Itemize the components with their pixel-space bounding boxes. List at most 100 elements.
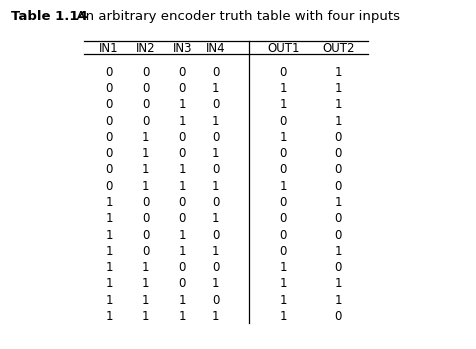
Text: 1: 1: [178, 245, 186, 258]
Text: 1: 1: [178, 180, 186, 193]
Text: 0: 0: [334, 310, 341, 323]
Text: 1: 1: [178, 310, 186, 323]
Text: 0: 0: [279, 196, 287, 209]
Text: 1: 1: [142, 180, 149, 193]
Text: 1: 1: [105, 245, 113, 258]
Text: 1: 1: [334, 82, 341, 95]
Text: 0: 0: [142, 66, 149, 79]
Text: 1: 1: [105, 277, 113, 290]
Text: OUT1: OUT1: [267, 42, 299, 55]
Text: 1: 1: [334, 277, 341, 290]
Text: 0: 0: [142, 212, 149, 225]
Text: 0: 0: [279, 66, 287, 79]
Text: 1: 1: [142, 310, 149, 323]
Text: 0: 0: [334, 163, 341, 177]
Text: 1: 1: [212, 245, 219, 258]
Text: 1: 1: [105, 310, 113, 323]
Text: 0: 0: [334, 261, 341, 274]
Text: 0: 0: [105, 180, 112, 193]
Text: 1: 1: [279, 261, 287, 274]
Text: 0: 0: [142, 196, 149, 209]
Text: 1: 1: [279, 310, 287, 323]
Text: 1: 1: [334, 115, 341, 128]
Text: 1: 1: [105, 229, 113, 242]
Text: 0: 0: [334, 131, 341, 144]
Text: 1: 1: [334, 98, 341, 111]
Text: 1: 1: [105, 294, 113, 307]
Text: 1: 1: [212, 147, 219, 160]
Text: 1: 1: [212, 310, 219, 323]
Text: 0: 0: [334, 212, 341, 225]
Text: 0: 0: [105, 98, 112, 111]
Text: 1: 1: [212, 115, 219, 128]
Text: 1: 1: [105, 212, 113, 225]
Text: 0: 0: [142, 245, 149, 258]
Text: 1: 1: [279, 180, 287, 193]
Text: 1: 1: [142, 147, 149, 160]
Text: 1: 1: [178, 98, 186, 111]
Text: 0: 0: [105, 131, 112, 144]
Text: 0: 0: [105, 147, 112, 160]
Text: IN2: IN2: [136, 42, 155, 55]
Text: 1: 1: [212, 82, 219, 95]
Text: 0: 0: [178, 212, 186, 225]
Text: 0: 0: [279, 229, 287, 242]
Text: 0: 0: [212, 229, 219, 242]
Text: IN1: IN1: [99, 42, 119, 55]
Text: 1: 1: [212, 277, 219, 290]
Text: 0: 0: [142, 82, 149, 95]
Text: 0: 0: [105, 82, 112, 95]
Text: 1: 1: [178, 163, 186, 177]
Text: 0: 0: [178, 147, 186, 160]
Text: 0: 0: [178, 261, 186, 274]
Text: 1: 1: [178, 294, 186, 307]
Text: 0: 0: [212, 163, 219, 177]
Text: 1: 1: [178, 115, 186, 128]
Text: 0: 0: [279, 212, 287, 225]
Text: Table 1.14: Table 1.14: [10, 10, 87, 23]
Text: 0: 0: [142, 98, 149, 111]
Text: 0: 0: [212, 98, 219, 111]
Text: 0: 0: [212, 131, 219, 144]
Text: 0: 0: [142, 115, 149, 128]
Text: 0: 0: [334, 180, 341, 193]
Text: 1: 1: [279, 98, 287, 111]
Text: 0: 0: [279, 147, 287, 160]
Text: 0: 0: [212, 196, 219, 209]
Text: 0: 0: [105, 163, 112, 177]
Text: 0: 0: [178, 277, 186, 290]
Text: 1: 1: [334, 245, 341, 258]
Text: 1: 1: [279, 131, 287, 144]
Text: 0: 0: [212, 294, 219, 307]
Text: An arbitrary encoder truth table with four inputs: An arbitrary encoder truth table with fo…: [68, 10, 399, 23]
Text: 1: 1: [178, 229, 186, 242]
Text: 1: 1: [142, 294, 149, 307]
Text: 1: 1: [105, 261, 113, 274]
Text: 0: 0: [178, 196, 186, 209]
Text: 0: 0: [279, 163, 287, 177]
Text: 0: 0: [279, 245, 287, 258]
Text: 0: 0: [105, 66, 112, 79]
Text: 1: 1: [142, 131, 149, 144]
Text: OUT2: OUT2: [321, 42, 354, 55]
Text: 1: 1: [334, 294, 341, 307]
Text: 1: 1: [142, 277, 149, 290]
Text: 0: 0: [279, 115, 287, 128]
Text: 0: 0: [212, 66, 219, 79]
Text: 0: 0: [334, 147, 341, 160]
Text: 1: 1: [105, 196, 113, 209]
Text: 0: 0: [178, 82, 186, 95]
Text: 0: 0: [212, 261, 219, 274]
Text: 1: 1: [334, 196, 341, 209]
Text: 1: 1: [279, 82, 287, 95]
Text: 1: 1: [279, 294, 287, 307]
Text: 1: 1: [142, 163, 149, 177]
Text: 1: 1: [212, 180, 219, 193]
Text: 0: 0: [178, 131, 186, 144]
Text: 1: 1: [279, 277, 287, 290]
Text: 1: 1: [212, 212, 219, 225]
Text: IN3: IN3: [172, 42, 192, 55]
Text: 1: 1: [334, 66, 341, 79]
Text: 0: 0: [178, 66, 186, 79]
Text: 0: 0: [334, 229, 341, 242]
